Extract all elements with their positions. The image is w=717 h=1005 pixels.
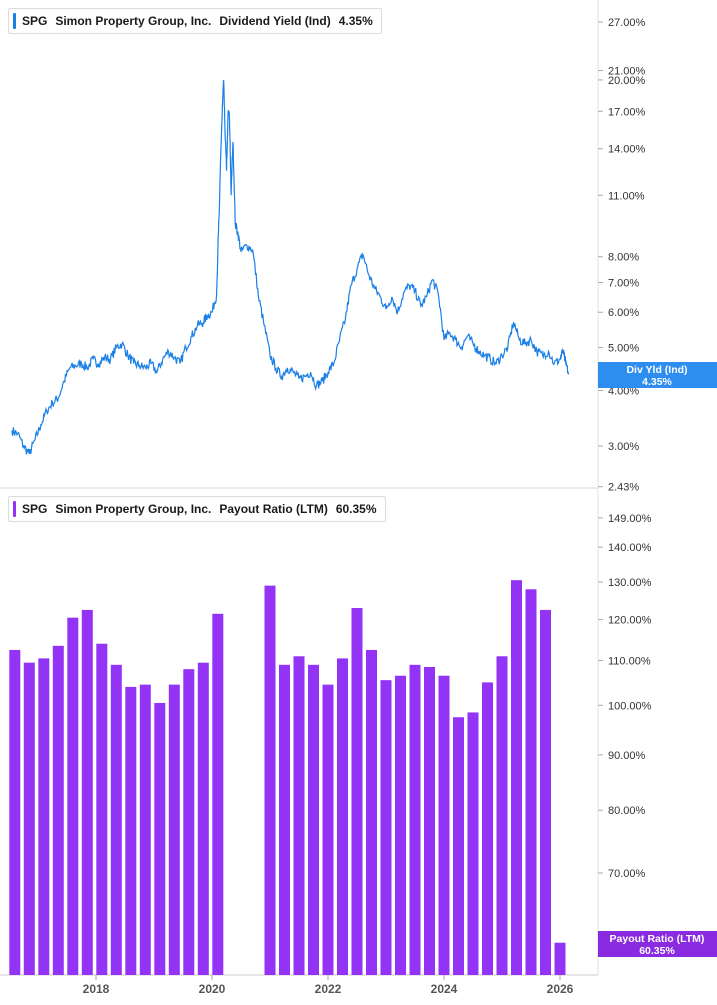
yield-legend-metric: Dividend Yield (Ind)	[219, 14, 331, 28]
x-tick-label: 2026	[547, 982, 574, 996]
payout-bar	[212, 613, 224, 975]
payout-bar	[540, 609, 551, 975]
yield-legend-company: Simon Property Group, Inc.	[55, 14, 212, 28]
payout-bar	[308, 664, 319, 975]
payout-y-tick-label: 100.00%	[608, 700, 652, 712]
payout-bar	[96, 643, 108, 975]
payout-bar	[482, 682, 493, 975]
payout-bar	[409, 664, 421, 975]
payout-bar	[337, 658, 348, 975]
payout-tag	[598, 931, 717, 957]
payout-bar	[322, 684, 334, 975]
yield-tag-label: Div Yld (Ind)	[626, 364, 687, 376]
payout-bar	[496, 656, 508, 975]
payout-bar	[38, 658, 50, 975]
payout-bar	[511, 580, 522, 975]
yield-y-tick-label: 8.00%	[608, 252, 639, 264]
payout-bar	[264, 585, 276, 975]
payout-bar	[438, 675, 450, 975]
payout-legend-value: 60.35%	[335, 502, 377, 516]
payout-bar	[183, 669, 195, 975]
payout-bar	[279, 664, 290, 975]
payout-tag-label: Payout Ratio (LTM)	[610, 933, 705, 945]
payout-legend-swatch	[13, 501, 16, 517]
payout-bar	[467, 712, 479, 975]
payout-legend-ticker: SPG	[22, 502, 48, 516]
payout-tag-value: 60.35%	[639, 945, 675, 957]
yield-y-tick-label: 11.00%	[608, 190, 645, 202]
payout-y-axis: 149.00% 140.00% 130.00% 120.00% 110.00% 100.0…	[598, 513, 652, 880]
yield-y-tick-label: 5.00%	[608, 342, 639, 354]
yield-series-line	[11, 79, 570, 455]
payout-bar	[52, 645, 64, 975]
yield-y-tick-label: 4.00%	[608, 385, 639, 397]
payout-bars	[9, 580, 566, 975]
payout-y-tick-label: 130.00%	[608, 577, 652, 589]
yield-y-tick-label: 2.43%	[608, 482, 639, 494]
payout-bar	[453, 717, 464, 975]
x-axis: 2018 2020 2022 2024 2026	[83, 975, 574, 996]
yield-y-tick-label: 14.00%	[608, 144, 646, 156]
payout-bar	[395, 675, 406, 975]
payout-bar	[380, 680, 392, 975]
payout-y-tick-label: 140.00%	[608, 542, 652, 554]
yield-y-tick-label: 6.00%	[608, 307, 639, 319]
payout-bar	[168, 684, 180, 975]
payout-bar	[351, 608, 363, 975]
last-value-tags: Div Yld (Ind)4.35% Payout Ratio (LTM)60.3…	[598, 362, 717, 957]
payout-bar	[9, 649, 21, 975]
yield-y-tick-label: 21.00%	[608, 65, 646, 77]
payout-bar	[23, 662, 35, 975]
payout-bar	[81, 609, 93, 975]
payout-legend[interactable]: SPG Simon Property Group, Inc. Payout Ra…	[8, 496, 386, 522]
payout-bar	[139, 684, 151, 975]
payout-y-tick-label: 149.00%	[608, 513, 652, 525]
payout-y-tick-label: 70.00%	[608, 868, 646, 880]
x-tick-label: 2020	[199, 982, 226, 996]
x-tick-label: 2022	[315, 982, 342, 996]
payout-bar	[366, 649, 377, 975]
yield-legend-ticker: SPG	[22, 14, 48, 28]
payout-bar	[197, 662, 209, 975]
payout-bar	[554, 942, 566, 975]
yield-legend-value: 4.35%	[338, 14, 373, 28]
payout-bar	[424, 666, 435, 975]
payout-bar	[125, 686, 137, 975]
payout-bar	[67, 617, 79, 975]
yield-legend[interactable]: SPG Simon Property Group, Inc. Dividend …	[8, 8, 382, 34]
yield-y-tick-label: 17.00%	[608, 106, 646, 118]
yield-y-axis: 27.00% 21.00%20.00% 17.00% 14.00% 11.00% 8.00…	[598, 17, 646, 494]
yield-tag-value: 4.35%	[642, 376, 672, 388]
x-tick-label: 2018	[83, 982, 110, 996]
yield-y-tick-label: 27.00%	[608, 17, 646, 29]
yield-y-tick-label: 7.00%	[608, 277, 639, 289]
yield-y-tick-label: 20.00%	[608, 75, 646, 87]
payout-y-tick-label: 120.00%	[608, 615, 652, 627]
payout-legend-metric: Payout Ratio (LTM)	[219, 502, 328, 516]
yield-y-tick-label: 3.00%	[608, 441, 639, 453]
yield-tag	[598, 362, 717, 388]
payout-legend-company: Simon Property Group, Inc.	[55, 502, 212, 516]
payout-bar	[110, 664, 122, 975]
payout-y-tick-label: 80.00%	[608, 805, 646, 817]
payout-y-tick-label: 90.00%	[608, 750, 646, 762]
yield-legend-swatch	[13, 13, 16, 29]
payout-bar	[154, 702, 166, 975]
payout-y-tick-label: 110.00%	[608, 656, 651, 668]
x-tick-label: 2024	[431, 982, 458, 996]
payout-bar	[293, 656, 305, 975]
payout-bar	[525, 589, 537, 975]
